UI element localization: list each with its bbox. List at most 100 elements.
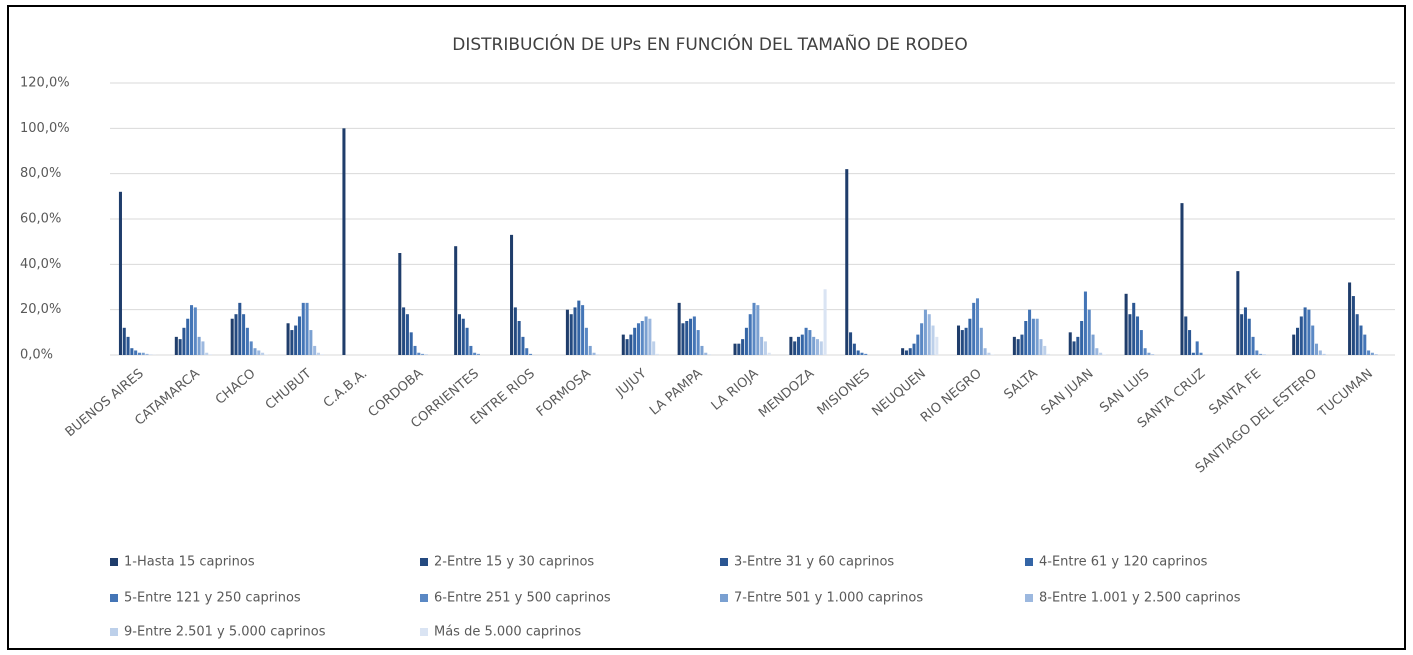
legend-label: 2-Entre 15 y 30 caprinos [434, 555, 594, 570]
bar [1028, 309, 1032, 355]
bar [1087, 309, 1091, 355]
bar [633, 327, 637, 355]
bar [249, 341, 253, 355]
bar [1147, 352, 1151, 355]
bar [182, 327, 186, 355]
bar [342, 128, 346, 355]
bar [756, 305, 760, 355]
bar [190, 305, 194, 355]
bar [1195, 341, 1199, 355]
bar [409, 332, 413, 355]
bar [685, 321, 689, 355]
bar [1243, 307, 1247, 355]
legend-swatch [110, 594, 118, 602]
y-tick-label: 120,0% [20, 76, 70, 91]
bar [309, 330, 313, 355]
legend-label: 8-Entre 1.001 y 2.500 caprinos [1039, 591, 1241, 606]
bar [692, 316, 696, 355]
bar [972, 302, 976, 355]
bar [126, 336, 130, 355]
bar [1080, 321, 1084, 355]
bar [908, 348, 912, 355]
bar [521, 336, 525, 355]
bar [1292, 334, 1296, 355]
legend-swatch [420, 594, 428, 602]
bar [238, 302, 242, 355]
bar [584, 327, 588, 355]
bar [1247, 318, 1251, 355]
bar [815, 339, 820, 355]
bar [1374, 354, 1378, 355]
bar [301, 302, 305, 355]
bar [1139, 330, 1143, 355]
bar [134, 350, 138, 355]
bar [916, 334, 920, 355]
bar [975, 298, 980, 355]
bar [592, 352, 596, 355]
bar [234, 314, 238, 355]
bar [1024, 321, 1028, 355]
bar [573, 307, 577, 355]
bar [648, 318, 652, 355]
bar [178, 339, 182, 355]
bar [230, 318, 234, 355]
bar [473, 352, 477, 355]
bar [979, 327, 983, 355]
bar [904, 350, 908, 355]
bar [205, 352, 209, 355]
bar [629, 334, 633, 355]
bar [290, 330, 294, 355]
bar [193, 307, 197, 355]
bar [122, 327, 126, 355]
bar [297, 316, 301, 355]
y-tick-label: 20,0% [20, 302, 61, 317]
bar [245, 327, 249, 355]
bar [789, 336, 793, 355]
bar [1099, 352, 1103, 355]
bar [677, 302, 681, 355]
bar [1318, 350, 1322, 355]
bar [569, 314, 573, 355]
bar [286, 323, 290, 355]
bar [525, 348, 529, 355]
bar [927, 314, 931, 355]
bar [1359, 325, 1363, 355]
bar [1016, 339, 1020, 355]
bar [744, 327, 748, 355]
bar [856, 350, 860, 355]
bar [1255, 350, 1259, 355]
bar [704, 352, 708, 355]
bar [1143, 348, 1147, 355]
bar [845, 169, 849, 355]
bar [956, 325, 961, 355]
bar [760, 336, 764, 355]
bar [1295, 327, 1300, 355]
bar [588, 345, 592, 355]
bar [1128, 314, 1132, 355]
bar [1191, 352, 1195, 355]
bar [1135, 316, 1140, 355]
bar [968, 318, 972, 355]
bar [469, 345, 473, 355]
bar [793, 341, 797, 355]
bar [461, 318, 465, 355]
bar [1314, 343, 1319, 355]
legend-label: 1-Hasta 15 caprinos [124, 555, 255, 570]
bar [294, 325, 298, 355]
bar [1083, 291, 1087, 355]
bar [1031, 318, 1035, 355]
bar [1043, 345, 1047, 355]
chart-frame [7, 5, 1406, 650]
bar [1303, 307, 1307, 355]
bar [305, 302, 309, 355]
bar [823, 289, 827, 355]
bar [860, 352, 864, 355]
bar [644, 316, 648, 355]
bar [1076, 336, 1080, 355]
bar [800, 334, 804, 355]
bar [864, 353, 868, 355]
bar [1132, 302, 1136, 355]
bar [253, 348, 257, 355]
bar [1039, 339, 1043, 355]
